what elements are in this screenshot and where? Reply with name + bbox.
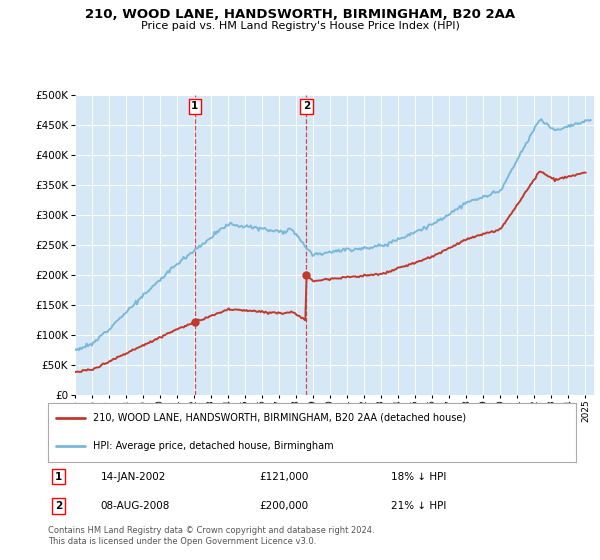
Text: 21% ↓ HPI: 21% ↓ HPI bbox=[391, 501, 446, 511]
Text: 210, WOOD LANE, HANDSWORTH, BIRMINGHAM, B20 2AA: 210, WOOD LANE, HANDSWORTH, BIRMINGHAM, … bbox=[85, 8, 515, 21]
Text: Contains HM Land Registry data © Crown copyright and database right 2024.
This d: Contains HM Land Registry data © Crown c… bbox=[48, 526, 374, 546]
Text: £200,000: £200,000 bbox=[259, 501, 308, 511]
Text: 08-AUG-2008: 08-AUG-2008 bbox=[101, 501, 170, 511]
Text: Price paid vs. HM Land Registry's House Price Index (HPI): Price paid vs. HM Land Registry's House … bbox=[140, 21, 460, 31]
Text: £121,000: £121,000 bbox=[259, 472, 308, 482]
Text: HPI: Average price, detached house, Birmingham: HPI: Average price, detached house, Birm… bbox=[93, 441, 334, 451]
Text: 2: 2 bbox=[55, 501, 62, 511]
Text: 1: 1 bbox=[191, 101, 199, 111]
Text: 1: 1 bbox=[55, 472, 62, 482]
Text: 210, WOOD LANE, HANDSWORTH, BIRMINGHAM, B20 2AA (detached house): 210, WOOD LANE, HANDSWORTH, BIRMINGHAM, … bbox=[93, 413, 466, 423]
Text: 18% ↓ HPI: 18% ↓ HPI bbox=[391, 472, 446, 482]
Text: 14-JAN-2002: 14-JAN-2002 bbox=[101, 472, 166, 482]
Text: 2: 2 bbox=[303, 101, 310, 111]
